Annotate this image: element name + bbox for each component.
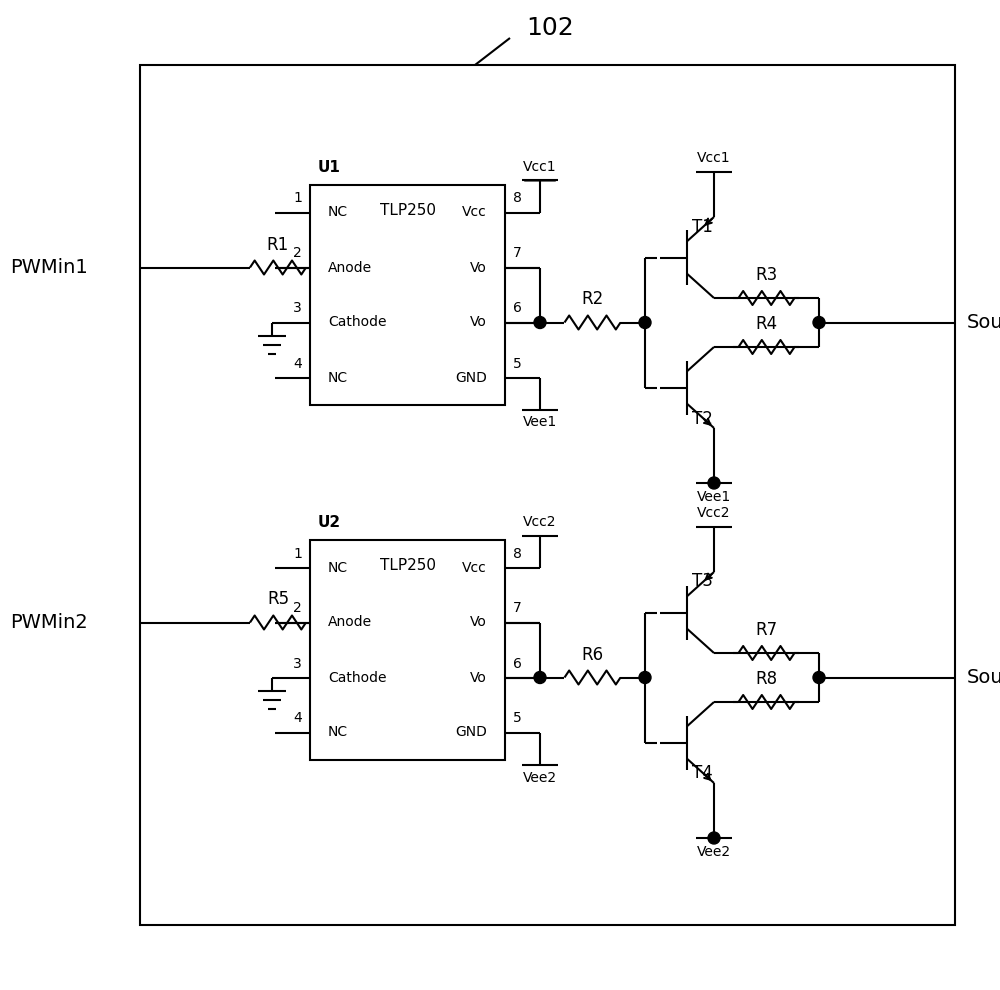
Text: Vee2: Vee2: [697, 845, 731, 859]
Text: NC: NC: [328, 726, 348, 740]
Text: 7: 7: [513, 247, 522, 260]
Text: T3: T3: [692, 572, 713, 590]
Text: Vo: Vo: [470, 260, 487, 274]
Text: NC: NC: [328, 206, 348, 220]
Text: Vcc2: Vcc2: [523, 516, 557, 530]
Text: Cathode: Cathode: [328, 670, 386, 684]
Text: PWMin2: PWMin2: [10, 613, 88, 632]
Text: Anode: Anode: [328, 260, 372, 274]
Text: Vcc2: Vcc2: [697, 506, 731, 520]
Text: 1: 1: [293, 546, 302, 560]
Text: U1: U1: [318, 160, 341, 175]
Text: R1: R1: [267, 236, 289, 253]
Text: Vo: Vo: [470, 670, 487, 684]
Text: 6: 6: [513, 656, 522, 670]
Circle shape: [639, 671, 651, 683]
Text: Vee1: Vee1: [697, 490, 731, 504]
Circle shape: [813, 317, 825, 329]
Text: U2: U2: [318, 515, 341, 530]
Text: Sout2: Sout2: [967, 668, 1000, 687]
Text: 3: 3: [293, 302, 302, 316]
Text: 2: 2: [293, 602, 302, 616]
Text: 5: 5: [513, 356, 522, 370]
Circle shape: [813, 671, 825, 683]
Bar: [140, 65, 955, 925]
Text: 4: 4: [293, 356, 302, 370]
Text: NC: NC: [328, 560, 348, 574]
Text: TLP250: TLP250: [380, 203, 436, 218]
Text: 4: 4: [293, 712, 302, 726]
Text: Vcc1: Vcc1: [697, 151, 731, 165]
Text: Vee1: Vee1: [523, 416, 557, 430]
Text: 6: 6: [513, 302, 522, 316]
Text: R2: R2: [581, 290, 604, 309]
Text: 102: 102: [526, 16, 574, 40]
Circle shape: [639, 317, 651, 329]
Text: PWMin1: PWMin1: [10, 258, 88, 277]
Text: Sout1: Sout1: [967, 313, 1000, 332]
Text: 7: 7: [513, 602, 522, 616]
Text: Vcc: Vcc: [462, 560, 487, 574]
Text: 8: 8: [513, 546, 522, 560]
Text: R7: R7: [755, 621, 778, 639]
Text: Anode: Anode: [328, 616, 372, 630]
Text: T4: T4: [692, 764, 713, 782]
Text: Vcc: Vcc: [462, 206, 487, 220]
Bar: [310, 185, 505, 405]
Text: 3: 3: [293, 656, 302, 670]
Text: R6: R6: [581, 645, 604, 663]
Text: 8: 8: [513, 191, 522, 206]
Text: R8: R8: [755, 670, 778, 688]
Text: R4: R4: [755, 315, 778, 333]
Bar: [310, 540, 505, 760]
Circle shape: [708, 477, 720, 489]
Text: R5: R5: [267, 590, 289, 609]
Text: R3: R3: [755, 266, 778, 284]
Text: GND: GND: [455, 726, 487, 740]
Text: NC: NC: [328, 370, 348, 384]
Text: Vo: Vo: [470, 616, 487, 630]
Text: 2: 2: [293, 247, 302, 260]
Text: 1: 1: [293, 191, 302, 206]
Text: Cathode: Cathode: [328, 316, 386, 330]
Text: T1: T1: [692, 218, 713, 236]
Text: T2: T2: [692, 410, 713, 428]
Text: GND: GND: [455, 370, 487, 384]
Text: TLP250: TLP250: [380, 558, 436, 573]
Circle shape: [708, 832, 720, 844]
Circle shape: [534, 671, 546, 683]
Text: Vcc1: Vcc1: [523, 160, 557, 174]
Text: Vee2: Vee2: [523, 770, 557, 784]
Circle shape: [534, 317, 546, 329]
Text: 5: 5: [513, 712, 522, 726]
Text: Vo: Vo: [470, 316, 487, 330]
